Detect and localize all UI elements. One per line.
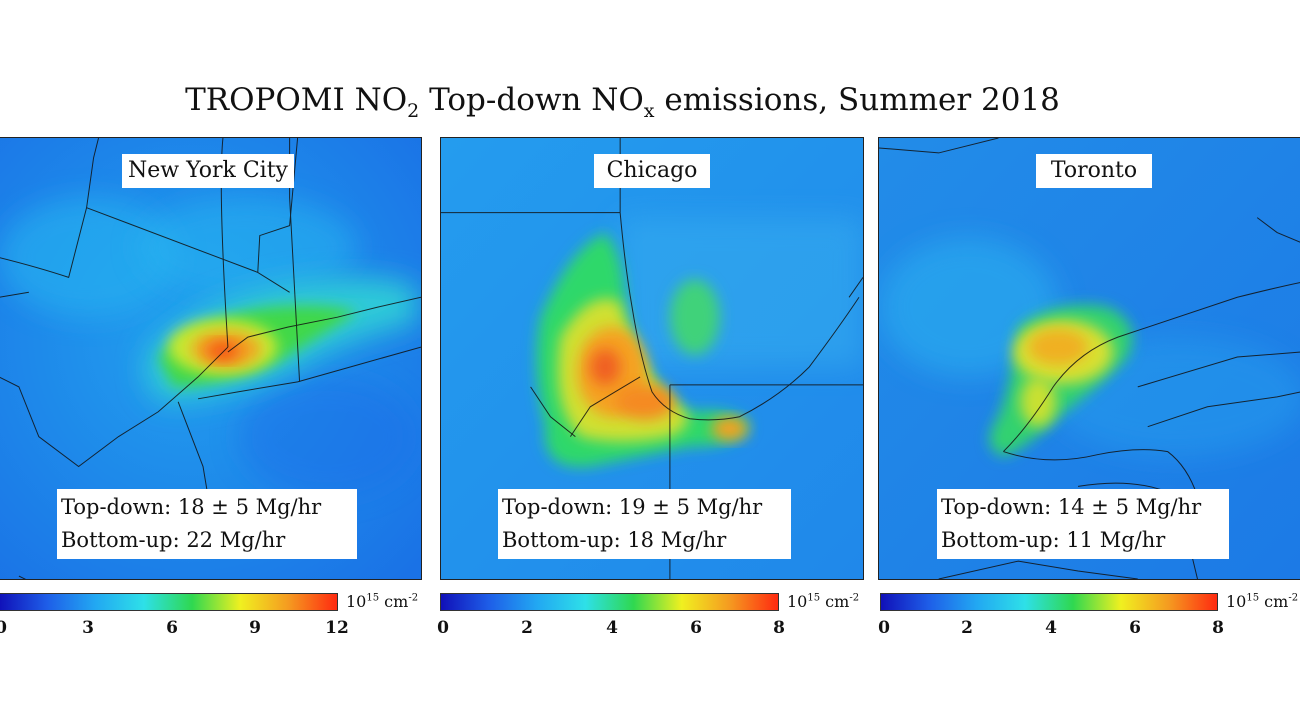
colorbar-tick: 2 [961,618,973,638]
colorbar-tick: 9 [249,618,261,638]
colorbar-tick: 0 [878,618,890,638]
colorbar-new-york-city [0,593,338,611]
topdown-value: Top-down: 19 ± 5 Mg/hr [502,495,763,519]
topdown-value: Top-down: 14 ± 5 Mg/hr [941,495,1202,519]
colorbar-tick: 6 [690,618,702,638]
colorbar-unit: 1015 cm-2 [1226,592,1299,611]
colorbar-tick: 2 [521,618,533,638]
colorbar-tick: 0 [0,618,7,638]
colorbar-tick: 6 [1129,618,1141,638]
city-label: New York City [122,154,294,188]
emissions-box: Top-down: 19 ± 5 Mg/hr Bottom-up: 18 Mg/… [498,489,791,559]
colorbar-tick: 4 [1045,618,1057,638]
bottomup-value: Bottom-up: 18 Mg/hr [502,528,727,552]
topdown-value: Top-down: 18 ± 5 Mg/hr [61,495,322,519]
colorbar-toronto [880,593,1218,611]
figure-title: TROPOMI NO2 Top-down NOx emissions, Summ… [185,82,1060,123]
colorbar-chicago [440,593,779,611]
colorbar-tick: 4 [606,618,618,638]
colorbar-unit: 1015 cm-2 [346,592,419,611]
emissions-box: Top-down: 14 ± 5 Mg/hr Bottom-up: 11 Mg/… [937,489,1229,559]
map-panel-new-york-city: New York City Top-down: 18 ± 5 Mg/hr Bot… [0,137,422,580]
colorbar-tick: 6 [166,618,178,638]
colorbar-unit: 1015 cm-2 [787,592,860,611]
city-label: Chicago [594,154,710,188]
colorbar-tick: 0 [437,618,449,638]
bottomup-value: Bottom-up: 22 Mg/hr [61,528,286,552]
emissions-box: Top-down: 18 ± 5 Mg/hr Bottom-up: 22 Mg/… [57,489,357,559]
colorbar-tick: 3 [82,618,94,638]
map-panel-toronto: Toronto Top-down: 14 ± 5 Mg/hr Bottom-up… [878,137,1300,580]
colorbar-tick: 8 [773,618,785,638]
colorbar-tick: 12 [325,618,349,638]
city-label: Toronto [1036,154,1152,188]
bottomup-value: Bottom-up: 11 Mg/hr [941,528,1166,552]
colorbar-tick: 8 [1212,618,1224,638]
map-panel-chicago: Chicago Top-down: 19 ± 5 Mg/hr Bottom-up… [440,137,864,580]
